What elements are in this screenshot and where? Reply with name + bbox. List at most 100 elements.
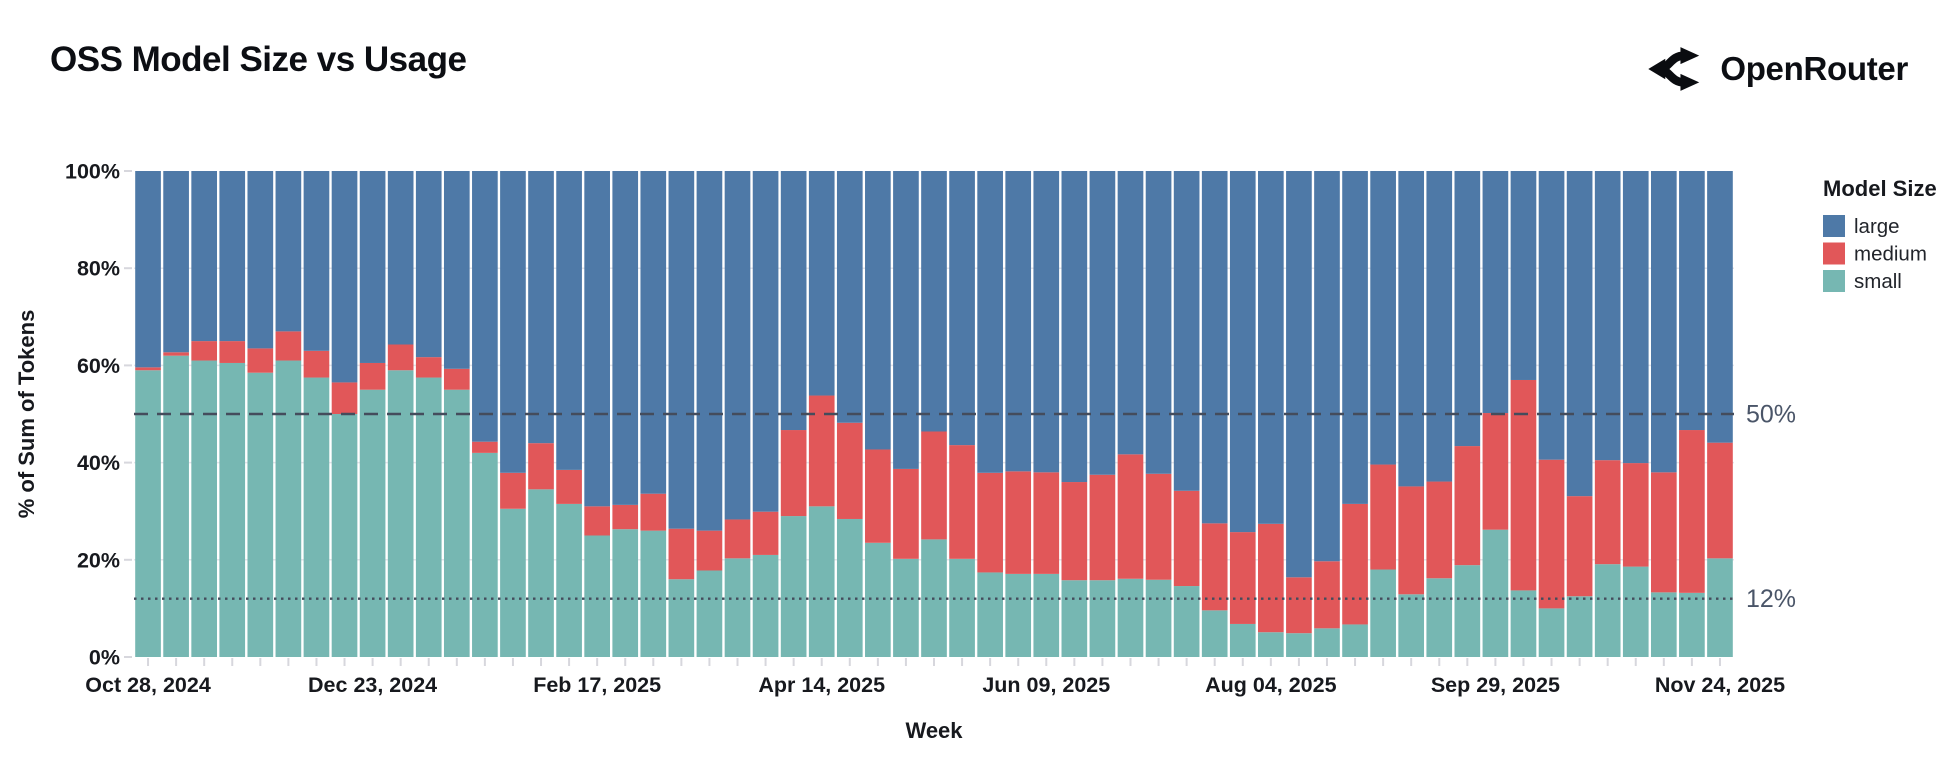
x-tick-label: Aug 04, 2025 <box>1205 673 1336 697</box>
bar-segment-medium <box>387 344 414 371</box>
bar-segment-large <box>808 171 835 396</box>
bar-segment-medium <box>1229 532 1256 624</box>
bar-segment-large <box>696 171 723 531</box>
header: OSS Model Size vs Usage OpenRouter <box>0 0 1956 110</box>
bar-segment-small <box>1594 564 1621 657</box>
bar-segment-large <box>1005 171 1032 472</box>
x-tick-label: Apr 14, 2025 <box>758 673 885 697</box>
bar-segment-medium <box>275 331 302 361</box>
bar-segment-large <box>1286 171 1312 578</box>
bar-segment-small <box>1370 569 1396 657</box>
bar-segment-small <box>1398 594 1425 657</box>
legend-label-small: small <box>1854 270 1902 293</box>
bar-segment-large <box>1622 171 1649 464</box>
x-tick-label: Dec 23, 2024 <box>308 673 437 697</box>
bar-segment-small <box>724 558 751 657</box>
bar-segment-small <box>500 508 526 657</box>
bar-segment-medium <box>584 506 610 536</box>
bar-segment-medium <box>977 472 1003 573</box>
openrouter-logo: OpenRouter <box>1645 44 1908 94</box>
bar-segment-small <box>1566 596 1593 657</box>
bar-segment-medium <box>135 367 161 371</box>
bar-segment-small <box>556 503 582 657</box>
bar-segment-large <box>303 171 330 351</box>
bar-segment-large <box>1061 171 1088 483</box>
bar-segment-large <box>1707 171 1733 443</box>
bar-segment-small <box>640 530 667 657</box>
bar-segment-large <box>1033 171 1060 473</box>
bar-segment-small <box>949 558 975 657</box>
bar-segment-medium <box>1258 523 1284 633</box>
bar-segment-small <box>331 414 358 657</box>
y-tick-label: 40% <box>77 451 120 475</box>
bar-segment-small <box>247 372 274 657</box>
bar-segment-small <box>696 570 723 657</box>
bar-segment-large <box>949 171 975 446</box>
bar-segment-medium <box>1342 503 1368 625</box>
bar-segment-medium <box>1538 459 1565 609</box>
bar-segment-small <box>865 542 891 657</box>
bar-segment-small <box>1089 580 1116 657</box>
bar-segment-medium <box>1089 474 1116 581</box>
bar-segment-large <box>780 171 807 431</box>
legend-label-medium: medium <box>1854 243 1927 266</box>
bar-segment-large <box>836 171 863 423</box>
bar-segment-small <box>836 518 863 657</box>
bar-segment-small <box>387 370 414 657</box>
bar-segment-large <box>1258 171 1284 524</box>
bar-segment-medium <box>219 341 246 363</box>
bar-segment-medium <box>1201 523 1228 611</box>
y-tick-label: 80% <box>77 257 120 281</box>
bar-segment-medium <box>1370 464 1396 570</box>
bar-segment-small <box>528 489 554 657</box>
bar-segment-small <box>135 370 161 657</box>
bar-segment-medium <box>163 352 189 356</box>
bar-segment-small <box>1145 579 1172 657</box>
bar-segment-small <box>1033 573 1060 657</box>
bar-segment-large <box>1482 171 1509 414</box>
bar-segment-small <box>1538 608 1565 657</box>
bar-segment-large <box>668 171 695 529</box>
bar-segment-large <box>977 171 1003 473</box>
bar-segment-small <box>472 452 498 657</box>
bar-segment-medium <box>556 469 582 504</box>
bar-segment-medium <box>1426 481 1453 579</box>
x-tick-label: Sep 29, 2025 <box>1431 673 1560 697</box>
bar-segment-medium <box>359 362 386 390</box>
bar-segment-small <box>1229 623 1256 657</box>
legend-swatch-medium <box>1823 242 1845 265</box>
bar-segment-medium <box>1005 471 1032 574</box>
bar-segment-small <box>443 389 470 657</box>
bar-segment-large <box>1650 171 1677 473</box>
bar-segment-large <box>1510 171 1537 380</box>
bar-segment-small <box>219 362 246 657</box>
bar-segment-small <box>359 389 386 657</box>
bar-segment-medium <box>500 472 526 509</box>
bar-segment-small <box>1482 529 1509 657</box>
x-tick-label: Nov 24, 2025 <box>1655 673 1785 697</box>
bar-segment-medium <box>808 395 835 507</box>
bar-segment-small <box>612 529 639 657</box>
bar-segment-large <box>359 171 386 363</box>
bar-segment-medium <box>528 443 554 490</box>
bar-segment-medium <box>1707 442 1733 559</box>
bar-segment-medium <box>893 468 919 559</box>
legend-title: Model Size <box>1823 176 1937 201</box>
bar-segment-medium <box>1286 577 1312 634</box>
bar-segment-medium <box>1454 446 1481 566</box>
bar-segment-large <box>1426 171 1453 482</box>
bar-segment-large <box>640 171 667 494</box>
bar-segment-small <box>191 360 218 657</box>
bar-segment-medium <box>1679 430 1705 593</box>
bar-segment-large <box>556 171 582 470</box>
bar-segment-medium <box>331 382 358 414</box>
bar-segment-large <box>500 171 526 473</box>
bar-segment-large <box>1145 171 1172 474</box>
bar-segment-small <box>1061 580 1088 657</box>
annotation-label: 12% <box>1746 585 1796 613</box>
bar-segment-medium <box>752 511 779 555</box>
bar-segment-medium <box>1510 379 1537 591</box>
brand-name: OpenRouter <box>1720 50 1908 87</box>
bar-segment-small <box>1286 633 1312 657</box>
bar-segment-large <box>724 171 751 520</box>
